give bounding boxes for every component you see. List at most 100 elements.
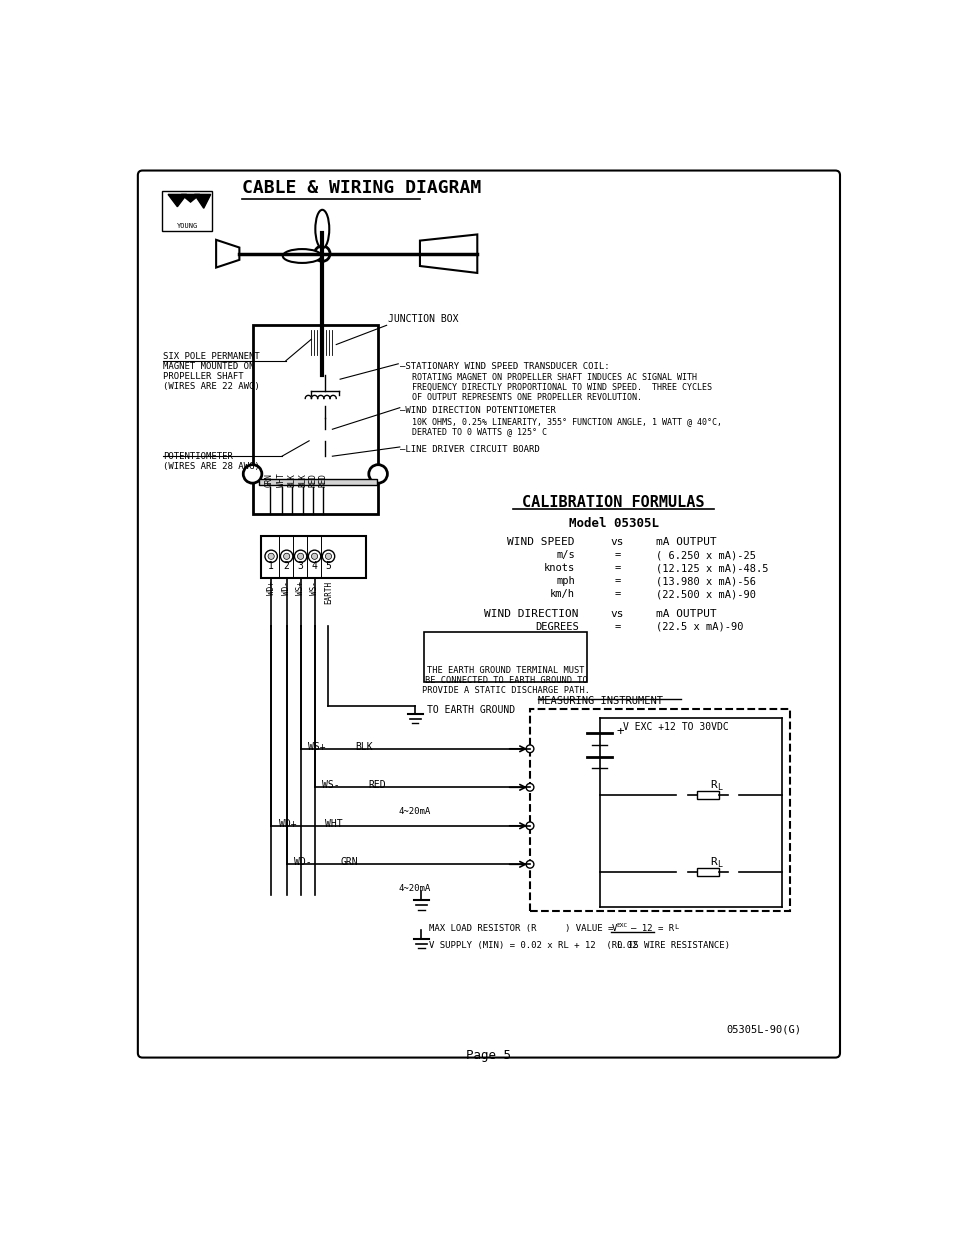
Text: km/h: km/h	[549, 589, 575, 599]
Circle shape	[265, 550, 277, 562]
Text: (22.5 x mA)-90: (22.5 x mA)-90	[656, 621, 743, 632]
Circle shape	[283, 553, 290, 559]
Text: m/s: m/s	[556, 550, 575, 561]
Circle shape	[280, 550, 293, 562]
Text: —STATIONARY WIND SPEED TRANSDUCER COIL:: —STATIONARY WIND SPEED TRANSDUCER COIL:	[399, 362, 609, 372]
Text: ) VALUE =: ) VALUE =	[564, 924, 613, 934]
Text: Model 05305L: Model 05305L	[568, 517, 658, 530]
Text: WD-: WD-	[282, 580, 291, 595]
Text: WS+: WS+	[308, 742, 326, 752]
Text: DEGREES: DEGREES	[535, 621, 578, 632]
Text: BLK: BLK	[298, 473, 307, 487]
Text: (13.980 x mA)-56: (13.980 x mA)-56	[656, 577, 756, 587]
Text: RED: RED	[308, 473, 317, 487]
Text: YOUNG: YOUNG	[176, 222, 198, 228]
Text: JUNCTION BOX: JUNCTION BOX	[388, 314, 458, 324]
Bar	[261, 536, 365, 578]
Circle shape	[325, 553, 332, 559]
Text: BLK: BLK	[355, 742, 372, 752]
Text: 3: 3	[297, 562, 303, 572]
Text: (22.500 x mA)-90: (22.500 x mA)-90	[656, 589, 756, 599]
Text: – 12: – 12	[630, 924, 652, 934]
Text: WS-: WS-	[310, 580, 318, 595]
Text: BLK: BLK	[287, 473, 296, 487]
Text: mA OUTPUT: mA OUTPUT	[656, 609, 717, 619]
Text: EXC: EXC	[617, 923, 627, 927]
Bar	[308, 330, 335, 354]
Text: V: V	[611, 924, 616, 934]
Circle shape	[525, 861, 534, 868]
Text: ROTATING MAGNET ON PROPELLER SHAFT INDUCES AC SIGNAL WITH: ROTATING MAGNET ON PROPELLER SHAFT INDUC…	[412, 373, 697, 382]
Text: CABLE & WIRING DIAGRAM: CABLE & WIRING DIAGRAM	[241, 179, 480, 196]
Text: Page 5: Page 5	[466, 1049, 511, 1062]
Text: 4~20mA: 4~20mA	[397, 806, 430, 815]
Text: L: L	[716, 783, 721, 793]
Text: =: =	[614, 577, 620, 587]
Text: WD+: WD+	[278, 819, 296, 829]
Text: = R: = R	[658, 924, 673, 934]
Bar	[530, 709, 789, 910]
Text: 1: 1	[268, 562, 274, 572]
Bar	[253, 325, 377, 514]
Text: WHT: WHT	[277, 473, 286, 487]
Text: 4~20mA: 4~20mA	[397, 883, 430, 893]
Circle shape	[311, 553, 317, 559]
Text: 10K OHMS, 0.25% LINEARITY, 355° FUNCTION ANGLE, 1 WATT @ 40°C,: 10K OHMS, 0.25% LINEARITY, 355° FUNCTION…	[412, 417, 721, 426]
Text: +: +	[617, 725, 623, 737]
Text: CALIBRATION FORMULAS: CALIBRATION FORMULAS	[522, 495, 704, 510]
Text: TO EARTH GROUND: TO EARTH GROUND	[427, 705, 515, 715]
Text: (WIRES ARE 22 AWG): (WIRES ARE 22 AWG)	[163, 383, 260, 391]
Text: MEASURING INSTRUMENT: MEASURING INSTRUMENT	[537, 697, 662, 706]
Bar	[317, 417, 333, 430]
Text: 05305L-90(G): 05305L-90(G)	[725, 1025, 801, 1035]
Text: V EXC +12 TO 30VDC: V EXC +12 TO 30VDC	[622, 721, 728, 732]
Circle shape	[314, 246, 330, 262]
Text: R: R	[710, 779, 717, 789]
Text: 4: 4	[312, 562, 317, 572]
Text: 5: 5	[325, 562, 331, 572]
Bar	[258, 479, 376, 485]
Text: vs: vs	[610, 609, 623, 619]
Text: mph: mph	[556, 577, 575, 587]
Ellipse shape	[282, 249, 321, 263]
Text: knots: knots	[543, 563, 575, 573]
Text: POTENTIOMETER: POTENTIOMETER	[163, 452, 233, 462]
Text: OF OUTPUT REPRESENTS ONE PROPELLER REVOLUTION.: OF OUTPUT REPRESENTS ONE PROPELLER REVOL…	[412, 393, 641, 403]
Text: 2: 2	[283, 562, 290, 572]
Text: —LINE DRIVER CIRCUIT BOARD: —LINE DRIVER CIRCUIT BOARD	[399, 446, 539, 454]
Text: =: =	[614, 621, 620, 632]
Text: L: L	[674, 924, 678, 930]
Text: PROPELLER SHAFT: PROPELLER SHAFT	[163, 372, 244, 382]
Text: mA OUTPUT: mA OUTPUT	[656, 537, 717, 547]
FancyBboxPatch shape	[137, 170, 840, 1057]
Polygon shape	[168, 194, 187, 206]
Text: ( 6.250 x mA)-25: ( 6.250 x mA)-25	[656, 550, 756, 561]
Text: WIND SPEED: WIND SPEED	[507, 537, 575, 547]
Text: =: =	[614, 589, 620, 599]
Circle shape	[268, 553, 274, 559]
Text: —WIND DIRECTION POTENTIOMETER: —WIND DIRECTION POTENTIOMETER	[399, 406, 555, 415]
Circle shape	[297, 553, 303, 559]
Polygon shape	[194, 194, 211, 209]
Text: THE EARTH GROUND TERMINAL MUST
BE CONNECTED TO EARTH GROUND TO
PROVIDE A STATIC : THE EARTH GROUND TERMINAL MUST BE CONNEC…	[421, 666, 589, 695]
Polygon shape	[419, 235, 476, 273]
Circle shape	[369, 464, 387, 483]
Text: SIX POLE PERMANENT: SIX POLE PERMANENT	[163, 352, 260, 362]
Text: (12.125 x mA)-48.5: (12.125 x mA)-48.5	[656, 563, 768, 573]
Text: WD+: WD+	[267, 580, 275, 595]
Text: WS-: WS-	[322, 781, 339, 790]
Circle shape	[525, 745, 534, 752]
Text: (WIRES ARE 28 AWG): (WIRES ARE 28 AWG)	[163, 462, 260, 472]
Text: GRN: GRN	[265, 473, 274, 487]
Polygon shape	[181, 194, 199, 203]
Text: FREQUENCY DIRECTLY PROPORTIONAL TO WIND SPEED.  THREE CYCLES: FREQUENCY DIRECTLY PROPORTIONAL TO WIND …	[412, 383, 712, 391]
Text: =: =	[614, 550, 620, 561]
Text: L: L	[716, 861, 721, 869]
Circle shape	[525, 783, 534, 792]
Text: MAGNET MOUNTED ON: MAGNET MOUNTED ON	[163, 362, 254, 372]
Text: RED: RED	[369, 781, 386, 790]
Text: =: =	[614, 563, 620, 573]
Text: vs: vs	[610, 537, 623, 547]
Text: WIND DIRECTION: WIND DIRECTION	[484, 609, 578, 619]
Text: WD-: WD-	[294, 857, 312, 867]
